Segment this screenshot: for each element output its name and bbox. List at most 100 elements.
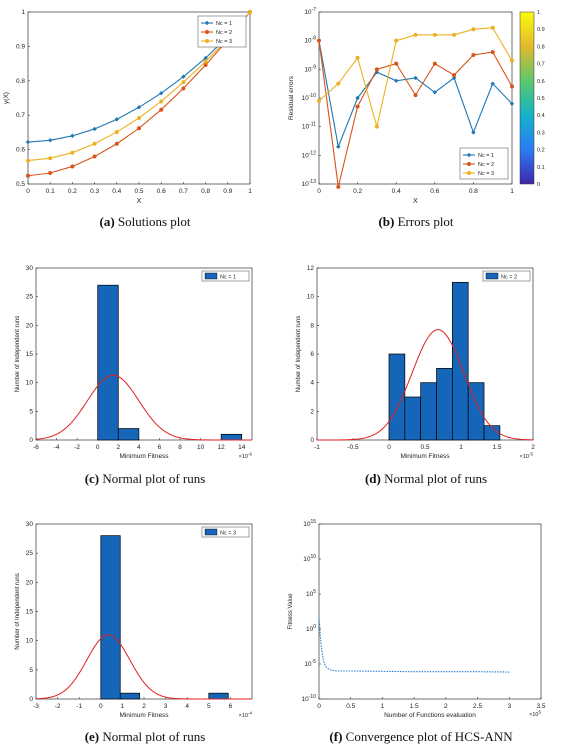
colorbar-tick-label: 0.6 bbox=[537, 79, 545, 85]
legend-marker bbox=[204, 20, 210, 26]
errors-plot: 0 0.2 0.4 0.6 0.8 110-710-810-910-1010-1110-1… bbox=[288, 7, 545, 205]
data-point-nc3 bbox=[137, 115, 141, 120]
data-point-nc3 bbox=[203, 59, 208, 64]
y-tick-label-base: 10 bbox=[303, 556, 311, 563]
y-tick-label: 6 bbox=[310, 351, 314, 358]
caption-b-text: Errors plot bbox=[397, 214, 454, 229]
y-tick-label-base: 10 bbox=[304, 661, 312, 668]
y-tick-label: 30 bbox=[26, 265, 34, 272]
x-tick-label: 8 bbox=[178, 444, 182, 451]
y-axis-label: Residual errors bbox=[288, 75, 295, 120]
data-point-nc3 bbox=[92, 141, 97, 146]
y-tick-label: 0.8 bbox=[16, 78, 25, 85]
data-point-nc1 bbox=[203, 55, 208, 61]
caption-e-text: Normal plot of runs bbox=[102, 729, 206, 744]
y-tick-label: 30 bbox=[26, 521, 34, 528]
solutions-plot-panel: 0 0.1 0.2 0.3 0.4 0.5 0.6 0.7 0.8 0.9 1 0.5 0.6 0.7 0.… bbox=[0, 0, 280, 240]
y-tick-label: 4 bbox=[310, 380, 314, 387]
data-point-nc1 bbox=[159, 90, 164, 96]
histogram-bar bbox=[420, 382, 437, 441]
x-tick-label: -0.5 bbox=[347, 444, 359, 451]
x-tick-label: 0 bbox=[317, 188, 321, 195]
caption-d: (d) Normal plot of runs bbox=[281, 471, 561, 487]
legend-entry: Nc = 1 bbox=[220, 275, 236, 281]
caption-d-text: Normal plot of runs bbox=[384, 471, 488, 486]
x-tick-label: 0 bbox=[26, 188, 30, 195]
y-tick-label: 10 bbox=[307, 294, 315, 301]
histogram-nc1: -6 -4 -2 0 2 4 6 8 10 12 14 0 5 10 15 20 25 30 Minimum Fit… bbox=[15, 265, 253, 461]
legend-swatch bbox=[204, 528, 218, 536]
legend-marker bbox=[205, 39, 209, 43]
data-point-nc1 bbox=[509, 101, 515, 106]
x-exponent-base: ×10 bbox=[529, 712, 538, 718]
legend-entry: Nc = 3 bbox=[220, 531, 236, 537]
legend-entry: Nc = 2 bbox=[501, 275, 517, 281]
y-tick-label: 10 bbox=[26, 638, 34, 645]
x-tick-label: 3.5 bbox=[536, 703, 545, 710]
caption-f-letter: (f) bbox=[329, 729, 343, 744]
y-tick-label: 20 bbox=[26, 579, 34, 586]
x-tick-label: 1 bbox=[459, 444, 463, 451]
x-tick-label: 6 bbox=[229, 703, 233, 710]
data-point-nc2 bbox=[336, 184, 341, 189]
histogram-bar bbox=[100, 535, 121, 700]
colorbar-tick-label: 0.9 bbox=[537, 27, 545, 33]
caption-c-text: Normal plot of runs bbox=[102, 471, 206, 486]
convergence-plot-panel: 0 0.5 1 1.5 2 2.5 3 3.5 1015 1010 105 100 10-5 10-10 N… bbox=[281, 512, 561, 748]
convergence-axes-box bbox=[318, 523, 542, 700]
x-tick-label: 0.2 bbox=[68, 188, 77, 195]
x-tick-label: 3 bbox=[507, 703, 511, 710]
data-point-nc3 bbox=[374, 124, 379, 129]
y-tick-label: 10-7 bbox=[304, 7, 316, 16]
data-point-nc1 bbox=[355, 95, 360, 101]
data-point-nc2 bbox=[26, 173, 30, 178]
x-tick-label: -1 bbox=[314, 444, 320, 451]
y-axis-label: y(X) bbox=[3, 92, 10, 104]
histogram-bar bbox=[404, 396, 422, 441]
x-tick-label: 0.7 bbox=[179, 188, 188, 195]
data-point-nc3 bbox=[26, 158, 30, 163]
data-point-nc3 bbox=[336, 81, 341, 86]
y-axis-label: Number of Independent runs bbox=[15, 573, 21, 649]
x-tick-label: 2 bbox=[116, 444, 120, 451]
data-point-nc3 bbox=[413, 32, 418, 37]
x-exponent-power: -6 bbox=[248, 452, 252, 457]
caption-d-letter: (d) bbox=[364, 471, 381, 486]
histogram-bar bbox=[119, 692, 141, 700]
data-point-nc3 bbox=[452, 32, 457, 37]
colorbar-tick-label: 0.1 bbox=[537, 165, 545, 171]
y-axis-label: Number of Independent runs bbox=[15, 316, 21, 392]
histogram-bar bbox=[117, 428, 140, 441]
y-tick-label: 10-12 bbox=[302, 150, 317, 159]
x-exponent-base: ×10 bbox=[239, 713, 248, 719]
x-tick-label: 3 bbox=[164, 703, 168, 710]
legend-entry: Nc = 1 bbox=[478, 153, 494, 159]
x-axis-label: Minimum Fitness bbox=[400, 453, 450, 460]
x-axis-label: Minimum Fitness bbox=[119, 453, 169, 460]
data-point-nc1 bbox=[451, 75, 457, 81]
x-exponent: ×10-6 bbox=[239, 452, 253, 461]
data-point-nc3 bbox=[248, 10, 252, 14]
x-exponent: ×10-4 bbox=[239, 711, 253, 720]
data-point-nc2 bbox=[471, 53, 476, 57]
y-tick-label: 10-5 bbox=[304, 659, 316, 668]
x-axis-label: X bbox=[137, 198, 142, 205]
histogram-bar bbox=[220, 433, 243, 441]
caption-c: (c) Normal plot of runs bbox=[0, 471, 290, 487]
data-point-nc1 bbox=[471, 130, 476, 135]
data-point-nc1 bbox=[336, 144, 341, 149]
y-tick-label: 15 bbox=[26, 351, 34, 358]
histogram-bar bbox=[452, 281, 469, 441]
data-point-nc3 bbox=[159, 99, 164, 104]
x-tick-label: 6 bbox=[158, 444, 162, 451]
data-point-nc2 bbox=[317, 38, 321, 43]
x-tick-label: 0.5 bbox=[346, 703, 355, 710]
y-axis-label: Fitness Value bbox=[288, 593, 294, 630]
x-tick-label: 12 bbox=[218, 444, 226, 451]
y-tick-label-base: 10 bbox=[302, 124, 310, 131]
y-tick-label: 10-8 bbox=[304, 36, 316, 45]
y-tick-label-base: 10 bbox=[302, 152, 310, 159]
data-point-nc2 bbox=[181, 86, 186, 91]
caption-f: (f) Convergence plot of HCS-ANN bbox=[281, 729, 561, 745]
y-tick-label: 10-13 bbox=[302, 179, 317, 188]
